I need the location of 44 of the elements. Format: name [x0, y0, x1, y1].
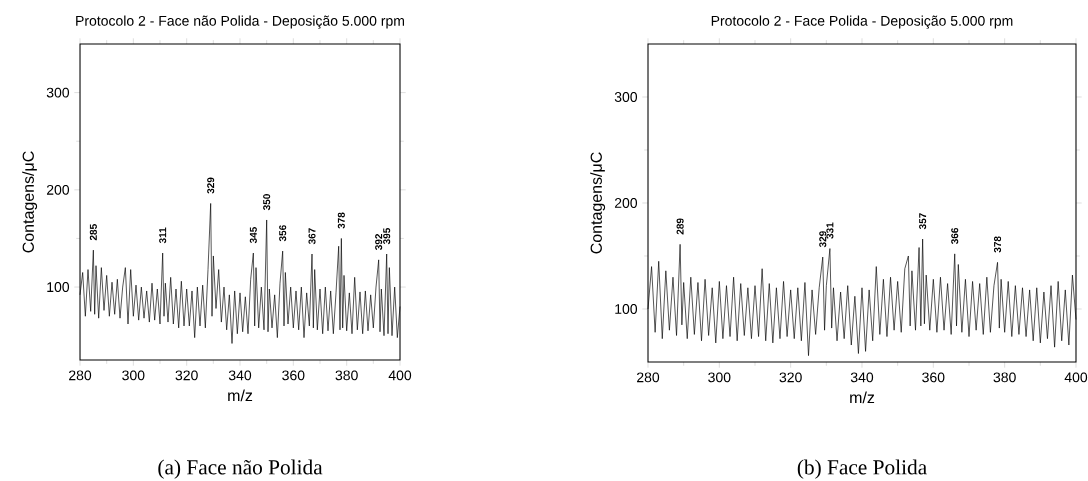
annotation: 357	[919, 213, 927, 230]
y-tick-label: 100	[615, 304, 638, 314]
x-tick-label: 400	[1064, 372, 1088, 383]
annotation: 395	[383, 228, 391, 245]
x-tick-label: 380	[993, 372, 1016, 383]
y-tick-label: 100	[47, 282, 70, 293]
x-tick-label: 280	[69, 370, 92, 381]
x-axis-title: m/z	[850, 391, 875, 404]
x-tick-label: 360	[922, 372, 945, 383]
x-tick-label: 320	[175, 370, 198, 381]
text: (a) Face não Polida	[158, 459, 323, 479]
annotation: 350	[263, 194, 271, 211]
x-tick-label: 320	[779, 372, 802, 383]
annotation: 366	[951, 227, 959, 245]
x-tick-label: 340	[850, 372, 874, 383]
text: (b) Face Polida	[797, 459, 927, 479]
x-tick-label: 280	[637, 372, 660, 383]
x-tick-label: 360	[282, 370, 305, 381]
chart-title: Protocolo 2 - Face não Polida - Deposição 5.000 rpm	[76, 15, 404, 29]
x-tick-label: 400	[388, 370, 412, 381]
x-tick-label: 380	[335, 370, 358, 381]
annotation: 285	[89, 224, 97, 241]
annotation: 331	[826, 222, 834, 239]
chart-title: Protocolo 2 - Face Polida - Deposição 5.000 rpm	[711, 15, 1013, 29]
annotation: 392	[375, 233, 383, 251]
x-tick-label: 300	[122, 370, 145, 381]
y-axis-title: Contagens/μC	[590, 152, 606, 254]
annotation: 345	[249, 227, 257, 244]
y-tick-label: 300	[614, 92, 638, 102]
annotation: 329	[207, 177, 215, 194]
y-tick-label: 300	[46, 87, 70, 98]
annotation: 378	[993, 236, 1002, 253]
x-tick-label: 300	[708, 372, 731, 383]
annotation: 329	[819, 231, 827, 248]
x-tick-label: 340	[228, 370, 252, 381]
annotation: 367	[308, 228, 316, 245]
annotation: 311	[159, 227, 167, 244]
y-axis-title: Contagens/μC	[22, 151, 38, 253]
annotation: 356	[279, 225, 287, 242]
annotation: 378	[337, 212, 345, 229]
x-axis-title: m/z	[228, 389, 253, 402]
y-tick-label: 200	[46, 184, 70, 195]
annotation: 289	[676, 218, 684, 235]
y-tick-label: 200	[614, 198, 638, 208]
